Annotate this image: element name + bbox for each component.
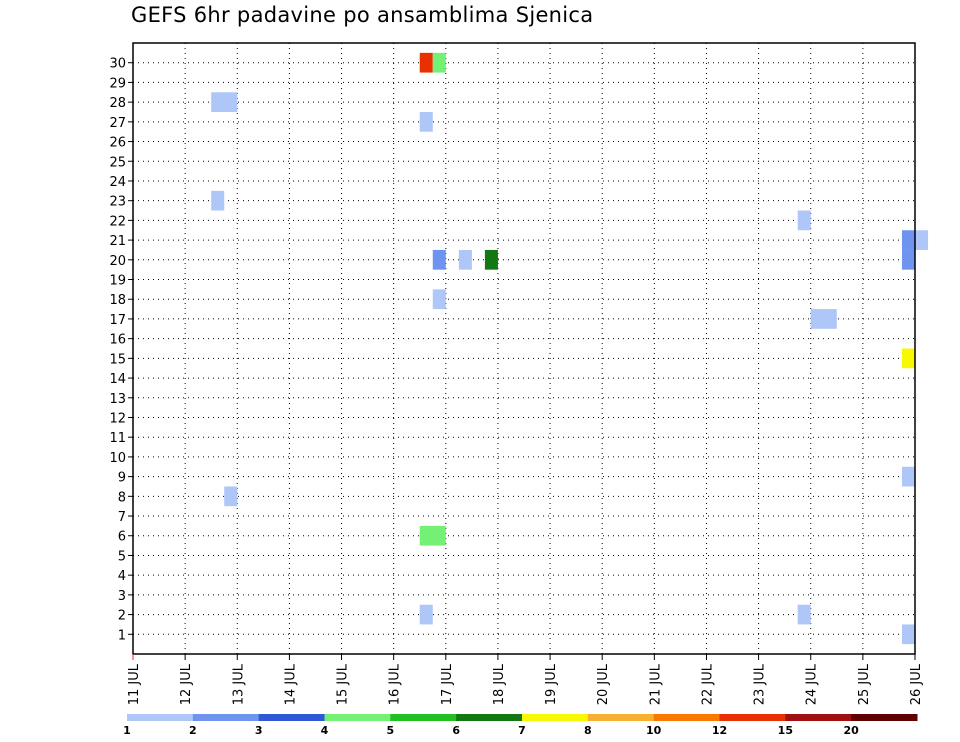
- x-tick-label: 16 JUL: [388, 663, 403, 705]
- y-tick-label: 8: [118, 490, 126, 505]
- chart-title: GEFS 6hr padavine po ansamblima Sjenica: [131, 3, 594, 27]
- colorbar-label: 6: [452, 724, 460, 737]
- colorbar-legend: 1 2 3 4 5 6 7 8 10 12 15 20: [123, 714, 918, 737]
- plot-frame: [132, 42, 916, 655]
- y-tick-label: 13: [109, 392, 126, 407]
- colorbar-swatch: [127, 714, 194, 721]
- y-tick-label: 15: [109, 352, 126, 367]
- x-tick-label: 19 JUL: [544, 663, 559, 705]
- y-tick-label: 5: [118, 549, 126, 564]
- colorbar-label: 7: [518, 724, 526, 737]
- y-tick-label: 3: [118, 589, 126, 604]
- colorbar-swatch: [258, 714, 325, 721]
- colorbar-swatch: [719, 714, 786, 721]
- x-tick-label: 22 JUL: [700, 663, 715, 705]
- y-tick-label: 26: [109, 136, 126, 151]
- y-tick-label: 27: [109, 116, 126, 131]
- precip-cell: [224, 486, 238, 507]
- x-tick-label: 12 JUL: [179, 663, 194, 705]
- y-tick-label: 16: [109, 333, 126, 348]
- colorbar-swatch: [653, 714, 720, 721]
- colorbar-swatch: [851, 714, 918, 721]
- y-tick-label: 17: [109, 313, 126, 328]
- x-tick-label: 18 JUL: [492, 663, 507, 705]
- precip-cell: [211, 92, 238, 112]
- precip-cell: [419, 52, 433, 73]
- colorbar-swatch: [390, 714, 457, 721]
- y-tick-label: 1: [118, 628, 126, 643]
- y-tick-label: 20: [109, 254, 126, 269]
- colorbar-swatch: [192, 714, 260, 721]
- data-cells: [211, 52, 929, 645]
- precip-cell: [432, 289, 446, 310]
- precip-cell: [797, 210, 811, 231]
- x-tick-label: 17 JUL: [440, 663, 455, 705]
- x-tick-label: 13 JUL: [231, 663, 246, 705]
- colorbar-swatch: [587, 714, 655, 721]
- y-tick-label: 2: [118, 609, 126, 624]
- y-tick-label: 22: [109, 214, 126, 229]
- precip-cell: [810, 309, 837, 329]
- colorbar-label: 8: [584, 724, 592, 737]
- precip-cell: [419, 604, 433, 625]
- colorbar-swatch: [522, 714, 589, 721]
- precip-cell: [419, 525, 446, 546]
- x-tick-label: 14 JUL: [283, 663, 298, 705]
- precip-cell: [901, 624, 915, 645]
- y-tick-label: 7: [118, 510, 126, 525]
- colorbar-label: 12: [712, 724, 727, 737]
- y-tick-label: 9: [118, 471, 126, 486]
- precip-cell: [901, 230, 915, 250]
- y-tick-label: 11: [109, 431, 126, 446]
- precip-cell: [432, 249, 446, 270]
- colorbar-label: 15: [778, 724, 793, 737]
- precip-cell: [901, 348, 915, 369]
- colorbar-swatch: [785, 714, 852, 721]
- precip-cell: [458, 249, 472, 270]
- y-tick-label: 23: [109, 195, 126, 210]
- x-tick-label: 23 JUL: [753, 663, 768, 705]
- y-tick-label: 6: [118, 530, 126, 545]
- y-tick-label: 18: [109, 293, 126, 308]
- y-tick-label: 4: [118, 569, 126, 584]
- colorbar-label: 4: [321, 724, 329, 737]
- x-axis: 11 JUL 12 JUL 13 JUL 14 JUL 15 JUL 16 JUL 17 J…: [127, 654, 924, 705]
- precip-cell: [432, 52, 446, 73]
- x-tick-label: 26 JUL: [909, 663, 924, 705]
- y-tick-label: 25: [109, 155, 126, 170]
- y-tick-label: 30: [109, 57, 126, 72]
- x-tick-label: 20 JUL: [596, 663, 611, 705]
- y-tick-label: 10: [109, 451, 126, 466]
- colorbar-swatch: [324, 714, 391, 721]
- colorbar-label: 3: [255, 724, 263, 737]
- colorbar-label: 2: [189, 724, 197, 737]
- x-tick-label: 24 JUL: [805, 663, 820, 705]
- precip-cell: [797, 604, 811, 625]
- y-axis: 1234567891011121314151617181920212223242…: [109, 57, 133, 643]
- y-tick-label: 29: [109, 76, 126, 91]
- x-tick-label: 15 JUL: [336, 663, 351, 705]
- y-tick-label: 14: [109, 372, 126, 387]
- x-tick-label: 21 JUL: [648, 663, 663, 705]
- x-tick-label: 25 JUL: [857, 663, 872, 705]
- precip-cell: [901, 466, 915, 487]
- colorbar-label: 10: [646, 724, 662, 737]
- colorbar-label: 20: [844, 724, 860, 737]
- precip-cell: [901, 249, 915, 270]
- y-tick-label: 24: [109, 175, 126, 190]
- y-tick-label: 28: [109, 96, 126, 111]
- y-tick-label: 19: [109, 274, 126, 289]
- y-tick-label: 12: [109, 411, 126, 426]
- colorbar-swatch: [456, 714, 523, 721]
- precip-cell: [484, 249, 498, 270]
- colorbar-label: 1: [123, 724, 131, 737]
- grid: [133, 43, 915, 654]
- x-tick-label: 11 JUL: [127, 663, 142, 705]
- precip-cell: [211, 190, 225, 211]
- precip-cell: [915, 230, 929, 250]
- colorbar-label: 5: [387, 724, 395, 737]
- precip-cell: [419, 111, 433, 132]
- y-tick-label: 21: [109, 234, 126, 249]
